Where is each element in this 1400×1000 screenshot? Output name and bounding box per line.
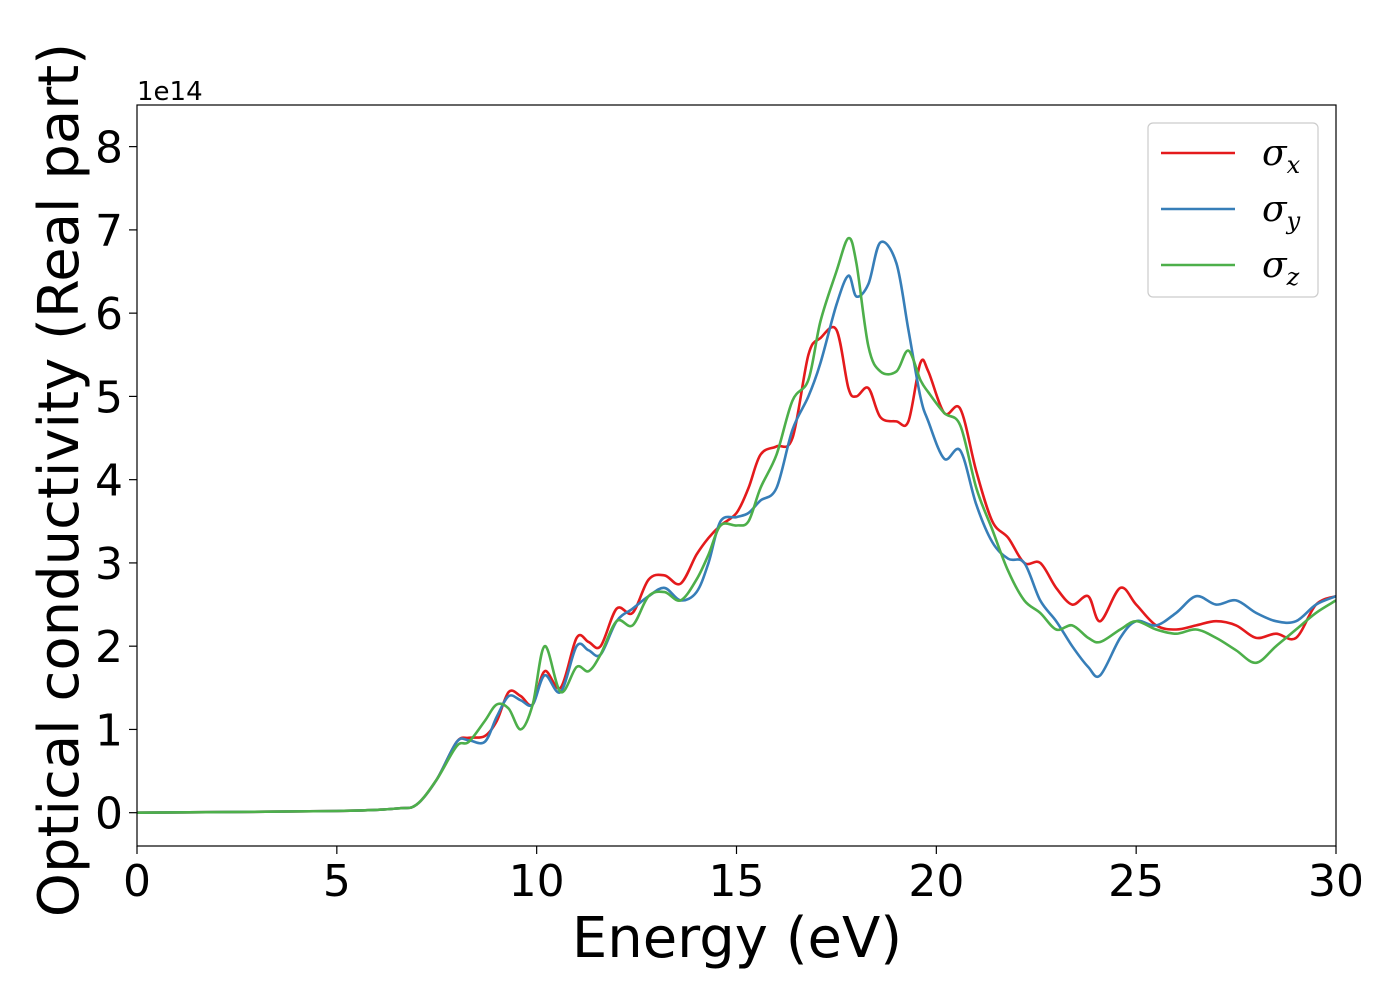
series-layer bbox=[137, 236, 1336, 814]
y-offset-label: 1e14 bbox=[137, 77, 203, 107]
legend-label-x: σx bbox=[1262, 133, 1301, 179]
y-tick-label: 4 bbox=[95, 456, 123, 507]
x-tick-label: 5 bbox=[323, 856, 351, 907]
y-tick-label: 5 bbox=[95, 372, 123, 423]
x-tick-label: 30 bbox=[1308, 856, 1364, 907]
x-axis-label: Energy (eV) bbox=[572, 906, 902, 971]
series-line-x bbox=[137, 325, 1336, 814]
series-line-y bbox=[137, 240, 1336, 814]
y-tick-label: 1 bbox=[95, 705, 123, 756]
x-tick-label: 25 bbox=[1108, 856, 1164, 907]
y-tick-label: 7 bbox=[95, 206, 123, 257]
y-tick-label: 2 bbox=[95, 622, 123, 673]
y-tick-label: 8 bbox=[95, 123, 123, 174]
y-tick-label: 3 bbox=[95, 539, 123, 590]
y-tick-label: 0 bbox=[95, 789, 123, 840]
y-tick-label: 6 bbox=[95, 289, 123, 340]
x-tick-label: 10 bbox=[509, 856, 565, 907]
x-tick-label: 0 bbox=[123, 856, 151, 907]
y-axis-label: Optical conductivity (Real part) bbox=[27, 43, 92, 917]
series-line-z bbox=[137, 236, 1336, 814]
x-tick-label: 20 bbox=[908, 856, 964, 907]
x-tick-label: 15 bbox=[709, 856, 765, 907]
axes-layer: 0 5 10 15 20 25 30 0 1 2 3 4 5 6 7 8 bbox=[95, 104, 1364, 907]
